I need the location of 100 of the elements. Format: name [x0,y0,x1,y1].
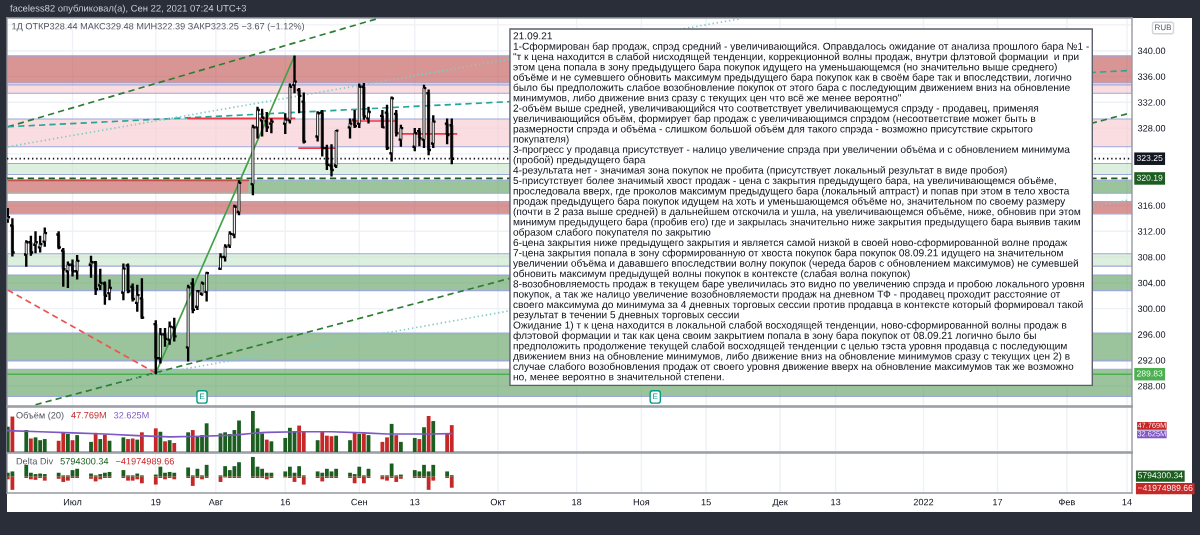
bar [223,466,228,477]
bar [140,432,144,452]
bar [287,427,292,452]
y-tick-label: 328.00 [1137,124,1166,132]
bar [227,470,232,477]
x-tick-label: 18 [572,498,582,506]
bar [130,438,135,452]
bar [195,436,200,452]
bar [232,466,237,477]
bar [56,476,61,479]
bar [352,476,357,484]
annotation: 5794300.34 [60,457,109,465]
bar [426,416,431,452]
x-tick-label: Июл [63,498,82,506]
bar [431,464,436,477]
y-tick-label: 292.00 [1138,357,1166,364]
bar [297,466,302,477]
ref-line-label: 289.83 [1136,370,1163,377]
y-tick-label: 336.00 [1137,73,1166,80]
bar [190,430,195,452]
bar [287,466,292,477]
bar [204,423,209,452]
bar [121,470,126,477]
bar [89,441,93,452]
bar [264,472,269,477]
x-tick-label: Сен [351,498,368,506]
y-tick-label: 312.00 [1137,228,1166,235]
x-tick-label: 13 [410,498,420,506]
bar [250,456,255,477]
bar [167,440,172,452]
bar [7,472,10,477]
annotation: E [653,393,658,400]
bar [130,476,135,481]
x-tick-label: 19 [151,498,161,506]
bar [24,464,29,477]
bar [61,432,66,452]
candlestick [186,283,190,363]
ref-line-label: 320.19 [1136,174,1163,181]
bar [301,476,306,485]
bar [320,472,325,477]
bar [283,471,288,477]
bar [29,438,33,452]
x-tick-label: 15 [701,498,711,506]
y-tick-label: 332.00 [1137,99,1166,106]
bar [10,416,15,452]
bar [334,468,339,477]
annotation: E [199,393,205,400]
bar [186,432,191,452]
bar [357,434,362,452]
candlestick [302,91,306,145]
bar [250,410,255,452]
y-tick-label: 340.00 [1137,47,1166,55]
y-tick-label: 300.00 [1137,305,1166,313]
bar [153,476,158,485]
line-series [7,429,453,438]
bar [449,476,454,488]
bar [61,476,66,482]
chart-title: Delta Div [16,457,54,465]
bar [389,423,394,452]
bar [75,468,80,477]
bar [361,476,366,484]
bar [426,476,431,490]
bar [153,428,158,452]
bar [103,434,107,452]
chart-title: faceless82 опубликовал(а), Сен 22, 2021 07:24 UTC+3 [10,4,247,14]
x-tick-label: 16 [280,498,290,506]
bar [269,441,274,452]
bar [264,439,269,452]
bar [394,476,399,482]
bar [38,440,43,452]
bar [190,476,195,486]
bar [260,468,265,477]
bar [223,432,228,452]
ref-line-label: 323.25 [1136,154,1163,162]
y-tick-label: 316.00 [1137,202,1166,209]
y-axis-title: RUB [1155,24,1172,31]
chart-subtitle: 1Д ОТКР328.44 МАКС329.48 МИН322.39 ЗАКР323.25 −3.67 (−1.12%) [12,22,305,32]
x-tick-label: Авг [208,498,223,506]
x-tick-label: Ноя [633,498,650,506]
bar [24,430,29,452]
bar [352,432,357,452]
bar [357,466,362,477]
y-tick-label: 288.00 [1138,382,1166,390]
y-tick-label: 308.00 [1137,253,1166,261]
bar [75,435,80,452]
bar [7,426,10,452]
bar [380,441,385,452]
bar [163,441,167,452]
bar [412,437,417,452]
bar [135,439,140,452]
bar [93,432,98,452]
annotation: 47.769M [71,411,106,419]
bar [449,425,454,452]
bar [412,470,417,477]
x-tick-label: 2022 [913,498,934,506]
bar [320,431,325,452]
x-tick-label: 14 [1122,498,1132,506]
bar [172,472,177,477]
bar [334,435,339,452]
y-tick-label: 304.00 [1137,279,1166,287]
